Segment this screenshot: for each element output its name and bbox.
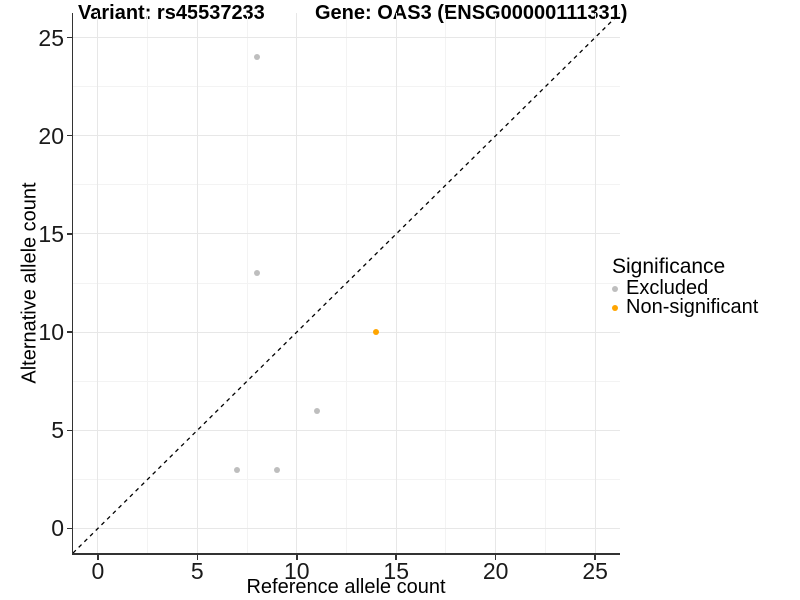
- y-tick-label: 10: [38, 319, 64, 346]
- gridline: [73, 184, 620, 186]
- x-tick-mark: [594, 554, 596, 560]
- data-point: [313, 407, 320, 414]
- gridline: [73, 331, 620, 333]
- gridline: [73, 86, 620, 88]
- y-tick-mark: [66, 527, 72, 530]
- data-point: [253, 54, 260, 61]
- gridline: [445, 13, 447, 553]
- x-tick-label: 25: [582, 558, 608, 584]
- x-axis-title: Reference allele count: [246, 576, 446, 598]
- legend-item-label: Excluded: [626, 277, 709, 299]
- gridline: [73, 135, 620, 137]
- gridline: [296, 13, 298, 553]
- identity-line: [73, 13, 620, 553]
- y-tick-label: 25: [38, 24, 64, 51]
- plot-panel: [73, 13, 620, 553]
- y-tick-mark: [66, 429, 72, 432]
- gridline: [97, 13, 99, 553]
- x-axis-line: [71, 553, 620, 555]
- plot-title-gene: Gene: OAS3 (ENSG00000111331): [315, 2, 628, 24]
- legend-item-label: Non-significant: [626, 296, 759, 318]
- data-point: [234, 466, 241, 473]
- data-point: [373, 329, 380, 336]
- x-tick-mark: [196, 554, 199, 560]
- x-tick-label: 20: [482, 558, 509, 584]
- gridline: [544, 13, 546, 553]
- y-tick-label: 5: [51, 417, 64, 444]
- y-tick-mark: [66, 134, 72, 137]
- legend-item: Excluded: [612, 277, 758, 299]
- y-tick-label: 0: [51, 515, 64, 542]
- x-tick-label: 10: [283, 558, 310, 584]
- y-tick-mark: [66, 233, 72, 235]
- legend: Significance Excluded Non-significant: [612, 255, 759, 318]
- data-point: [253, 270, 260, 277]
- y-tick-label: 20: [38, 122, 64, 149]
- x-tick-mark: [97, 554, 99, 560]
- gridline: [73, 37, 620, 39]
- legend-item: Non-significant: [612, 296, 759, 318]
- gridline: [73, 527, 620, 529]
- x-tick-mark: [296, 554, 298, 560]
- gridline: [196, 13, 198, 553]
- y-axis-line: [71, 13, 73, 555]
- x-tick-label: 15: [383, 558, 410, 584]
- x-tick-label: 0: [91, 558, 105, 584]
- legend-point-icon: [612, 304, 618, 311]
- x-tick-mark: [494, 554, 497, 560]
- plot-title-variant: Variant: rs45537233: [78, 2, 265, 24]
- gridline: [594, 13, 596, 553]
- y-axis-title: Alternative allele count: [18, 182, 41, 384]
- legend-point-icon: [612, 285, 618, 292]
- data-point: [273, 466, 280, 473]
- gridline: [73, 233, 620, 235]
- y-tick-label: 15: [38, 220, 64, 247]
- x-tick-label: 5: [190, 558, 204, 584]
- y-tick-mark: [66, 331, 72, 333]
- x-tick-mark: [395, 554, 397, 560]
- gridline: [395, 13, 397, 553]
- gridline: [73, 429, 620, 431]
- legend-title: Significance: [612, 255, 726, 278]
- legend-items: Excluded Non-significant: [612, 277, 759, 318]
- y-tick-mark: [66, 36, 72, 39]
- gridline: [495, 13, 497, 553]
